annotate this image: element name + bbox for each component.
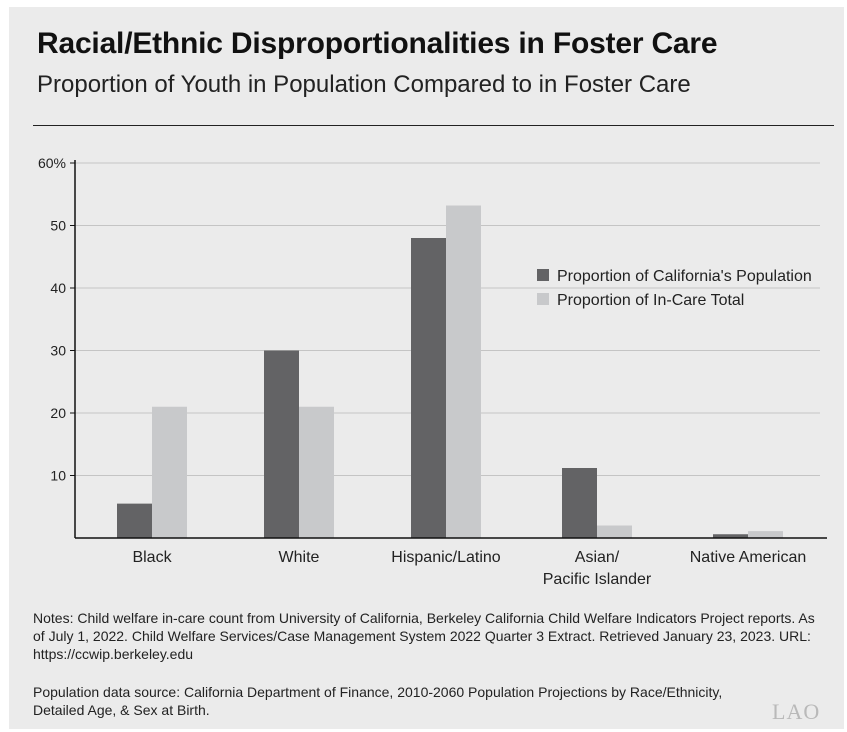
bar-in-care — [299, 406, 334, 538]
y-tick-label: 20 — [50, 405, 66, 421]
chart-subtitle: Proportion of Youth in Population Compar… — [37, 71, 691, 98]
x-category-label: Native American — [690, 549, 807, 566]
x-category-label: Black — [132, 549, 172, 566]
y-tick-label: 30 — [50, 343, 66, 359]
legend-label: Proportion of In-Care Total — [557, 292, 744, 309]
x-category-label: White — [279, 549, 320, 566]
y-tick-label: 50 — [50, 218, 66, 234]
bar-chart: 10 20 30 40 50 60% Black White Hispanic/Latino As… — [38, 155, 827, 588]
bar-population — [713, 534, 748, 538]
y-tick-label: 40 — [50, 280, 66, 296]
bar-population — [117, 503, 152, 538]
bar-in-care — [597, 525, 632, 538]
bar-population — [562, 468, 597, 538]
chart-title: Racial/Ethnic Disproportionalities in Fo… — [37, 27, 718, 60]
x-category-label: Hispanic/Latino — [391, 549, 501, 566]
bar-in-care — [152, 406, 187, 538]
legend-swatch — [537, 269, 549, 281]
lao-logo: LAO — [772, 699, 821, 724]
y-tick-label: 10 — [50, 468, 66, 484]
notes-text: Notes: Child welfare in-care count from … — [33, 610, 815, 662]
legend-label: Proportion of California's Population — [557, 268, 812, 285]
bar-in-care — [446, 205, 481, 538]
x-category-label: Asian/ — [575, 549, 620, 566]
y-tick-label: 60% — [38, 155, 66, 171]
bar-population — [411, 238, 446, 538]
bar-in-care — [748, 531, 783, 538]
bar-population — [264, 350, 299, 538]
x-category-label: Pacific Islander — [543, 571, 652, 588]
legend-swatch — [537, 293, 549, 305]
source-text: Population data source: California Depar… — [33, 684, 723, 718]
title-divider — [33, 125, 834, 126]
